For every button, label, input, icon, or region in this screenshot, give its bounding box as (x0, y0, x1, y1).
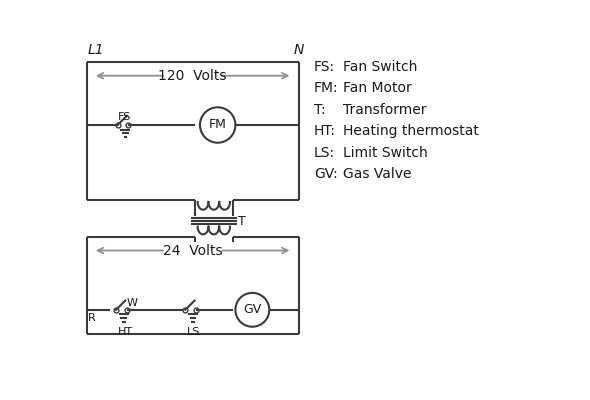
Text: HT: HT (117, 327, 133, 337)
Text: Heating thermostat: Heating thermostat (343, 124, 479, 138)
Text: GV:: GV: (314, 167, 337, 181)
Text: HT:: HT: (314, 124, 336, 138)
Text: T:: T: (314, 103, 326, 117)
Text: LS: LS (187, 327, 200, 337)
Text: GV: GV (243, 303, 261, 316)
Text: W: W (127, 298, 138, 308)
Text: 120  Volts: 120 Volts (158, 69, 227, 83)
Text: FM:: FM: (314, 81, 339, 95)
Text: Fan Switch: Fan Switch (343, 60, 418, 74)
Text: FM: FM (209, 118, 227, 132)
Text: Limit Switch: Limit Switch (343, 146, 428, 160)
Text: Gas Valve: Gas Valve (343, 167, 412, 181)
Text: LS:: LS: (314, 146, 335, 160)
Text: 24  Volts: 24 Volts (163, 244, 222, 258)
Text: N: N (293, 43, 304, 57)
Text: Transformer: Transformer (343, 103, 427, 117)
Text: FS: FS (117, 112, 131, 122)
Text: R: R (87, 313, 96, 323)
Text: T: T (238, 215, 246, 228)
Text: Fan Motor: Fan Motor (343, 81, 412, 95)
Text: L1: L1 (87, 43, 104, 57)
Text: FS:: FS: (314, 60, 335, 74)
